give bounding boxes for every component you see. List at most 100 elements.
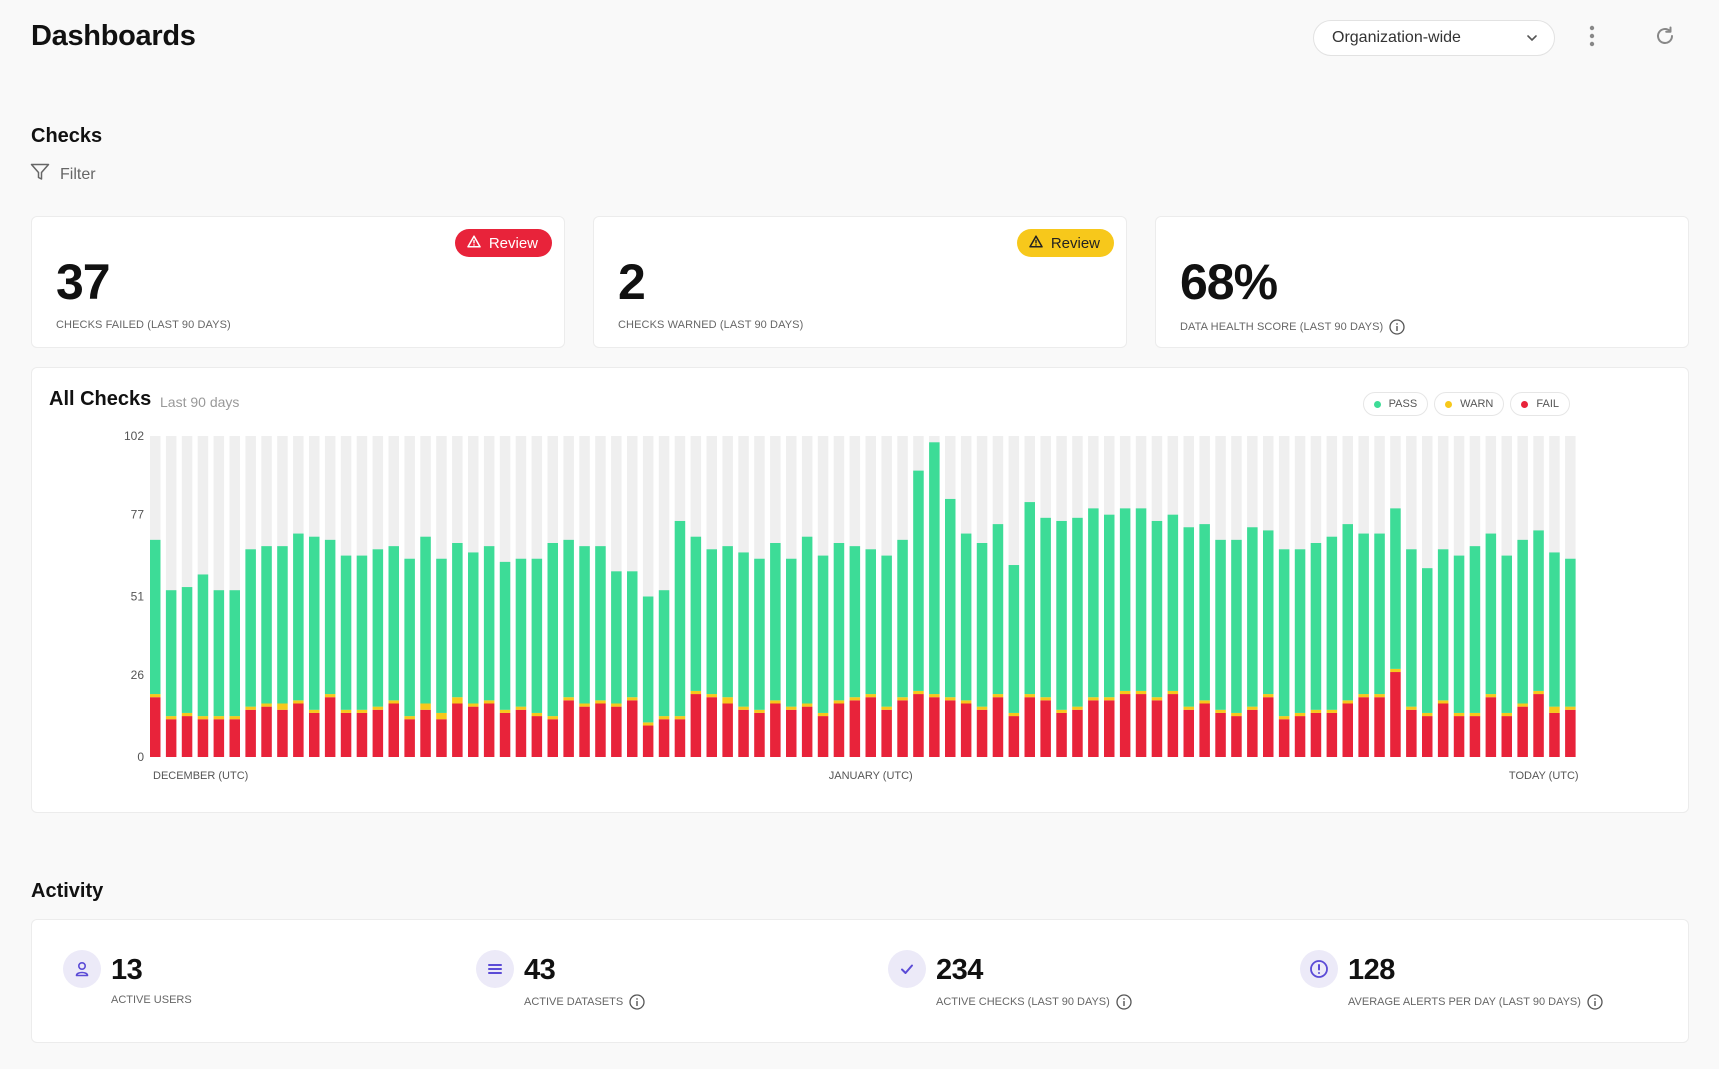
bar-fail <box>1135 694 1147 757</box>
bar-pass <box>929 442 940 695</box>
bar-warn <box>1024 694 1035 698</box>
bar-fail <box>1453 716 1465 757</box>
checks-warned-caption-text: CHECKS WARNED (LAST 90 DAYS) <box>618 319 804 331</box>
data-health-card: 68% DATA HEALTH SCORE (LAST 90 DAYS) <box>1155 216 1689 348</box>
legend-pass-label: PASS <box>1388 398 1418 410</box>
bar-warn <box>1263 694 1274 698</box>
bar-warn <box>976 706 988 710</box>
bar-pass <box>1549 552 1560 707</box>
review-warned-label: Review <box>1050 234 1100 252</box>
bar-fail <box>611 706 622 757</box>
refresh-button[interactable] <box>1649 22 1681 54</box>
bar-warn <box>1278 716 1290 720</box>
bar-fail <box>976 709 988 757</box>
bar-fail <box>722 703 733 757</box>
legend-warn[interactable]: WARN <box>1434 392 1505 416</box>
bar-pass <box>1024 502 1035 695</box>
bar-warn <box>436 712 447 720</box>
bar-warn <box>1517 703 1528 707</box>
bar-fail <box>420 709 431 757</box>
bar-pass <box>1310 543 1322 710</box>
average-alerts-caption-text: AVERAGE ALERTS PER DAY (LAST 90 DAYS) <box>1348 996 1581 1008</box>
info-icon[interactable] <box>1587 994 1603 1010</box>
bar-warn <box>197 716 209 720</box>
pass-dot-icon <box>1373 400 1381 408</box>
bar-fail <box>929 697 940 757</box>
bar-pass <box>229 590 240 717</box>
average-alerts-caption: AVERAGE ALERTS PER DAY (LAST 90 DAYS) <box>1348 994 1603 1010</box>
legend-fail[interactable]: FAIL <box>1510 392 1570 416</box>
bar-pass <box>547 543 558 717</box>
bar-warn <box>865 694 876 698</box>
bar-fail <box>881 709 892 757</box>
bar-warn <box>674 716 686 720</box>
bar-fail <box>1485 697 1497 757</box>
bar-fail <box>468 706 479 757</box>
review-failed-button[interactable]: Review <box>454 229 552 257</box>
bar-pass <box>261 546 272 704</box>
bar-pass <box>1215 539 1226 710</box>
bar-fail <box>913 694 924 757</box>
bar-pass <box>1390 508 1401 669</box>
bar-pass <box>436 558 447 713</box>
bar-pass <box>849 546 861 698</box>
data-health-caption: DATA HEALTH SCORE (LAST 90 DAYS) <box>1180 319 1405 335</box>
bar-warn <box>817 712 829 717</box>
bar-fail <box>786 709 797 757</box>
bar-fail <box>181 716 193 757</box>
bar-warn <box>1294 712 1306 717</box>
bar-fail <box>277 709 288 757</box>
scope-select[interactable]: Organization-wide <box>1313 20 1555 56</box>
filter-button[interactable]: Filter <box>30 163 96 186</box>
bar-warn <box>658 716 670 720</box>
bar-fail <box>1151 700 1163 757</box>
bar-fail <box>1231 716 1242 757</box>
review-warned-button[interactable]: Review <box>1016 229 1114 257</box>
legend-pass[interactable]: PASS <box>1362 392 1429 416</box>
bar-warn <box>547 716 558 720</box>
active-users-caption-text: ACTIVE USERS <box>111 994 192 1006</box>
bar-pass <box>356 555 368 710</box>
filter-icon <box>30 163 50 186</box>
info-icon[interactable] <box>1116 994 1132 1010</box>
bar-pass <box>1533 530 1544 691</box>
bar-warn <box>499 709 511 713</box>
bar-warn <box>1358 694 1369 698</box>
checks-failed-value: 37 <box>56 254 111 310</box>
warning-icon <box>1029 234 1043 252</box>
info-icon[interactable] <box>1389 319 1405 335</box>
bar-pass <box>1151 520 1163 698</box>
bar-warn <box>1406 706 1417 710</box>
bar-pass <box>404 558 415 717</box>
bar-warn <box>213 716 225 720</box>
bar-pass <box>563 539 574 698</box>
bar-fail <box>1422 716 1433 757</box>
bar-fail <box>1469 716 1481 757</box>
more-options-button[interactable] <box>1577 22 1607 54</box>
bar-warn <box>372 706 384 710</box>
bar-fail <box>1374 697 1385 757</box>
bar-pass <box>1104 514 1115 698</box>
bar-warn <box>722 697 733 704</box>
bar-warn <box>786 706 797 710</box>
info-icon[interactable] <box>629 994 645 1010</box>
bar-fail <box>897 700 908 757</box>
bar-warn <box>150 694 161 698</box>
bar-pass <box>1501 555 1512 713</box>
kebab-menu-icon <box>1589 25 1595 52</box>
bar-fail <box>1549 712 1560 757</box>
alert-icon <box>1300 950 1338 988</box>
bar-pass <box>309 536 320 710</box>
bar-fail <box>452 703 463 757</box>
bar-pass <box>197 574 209 717</box>
bar-pass <box>1008 565 1020 713</box>
bar-pass <box>1199 524 1210 701</box>
bar-warn <box>563 697 574 701</box>
bar-pass <box>468 552 479 704</box>
bar-fail <box>1390 672 1401 757</box>
bar-fail <box>1326 712 1338 757</box>
bar-warn <box>627 697 638 701</box>
x-axis-label: TODAY (UTC) <box>1509 770 1579 782</box>
bar-fail <box>579 706 590 757</box>
bar-fail <box>436 719 447 757</box>
